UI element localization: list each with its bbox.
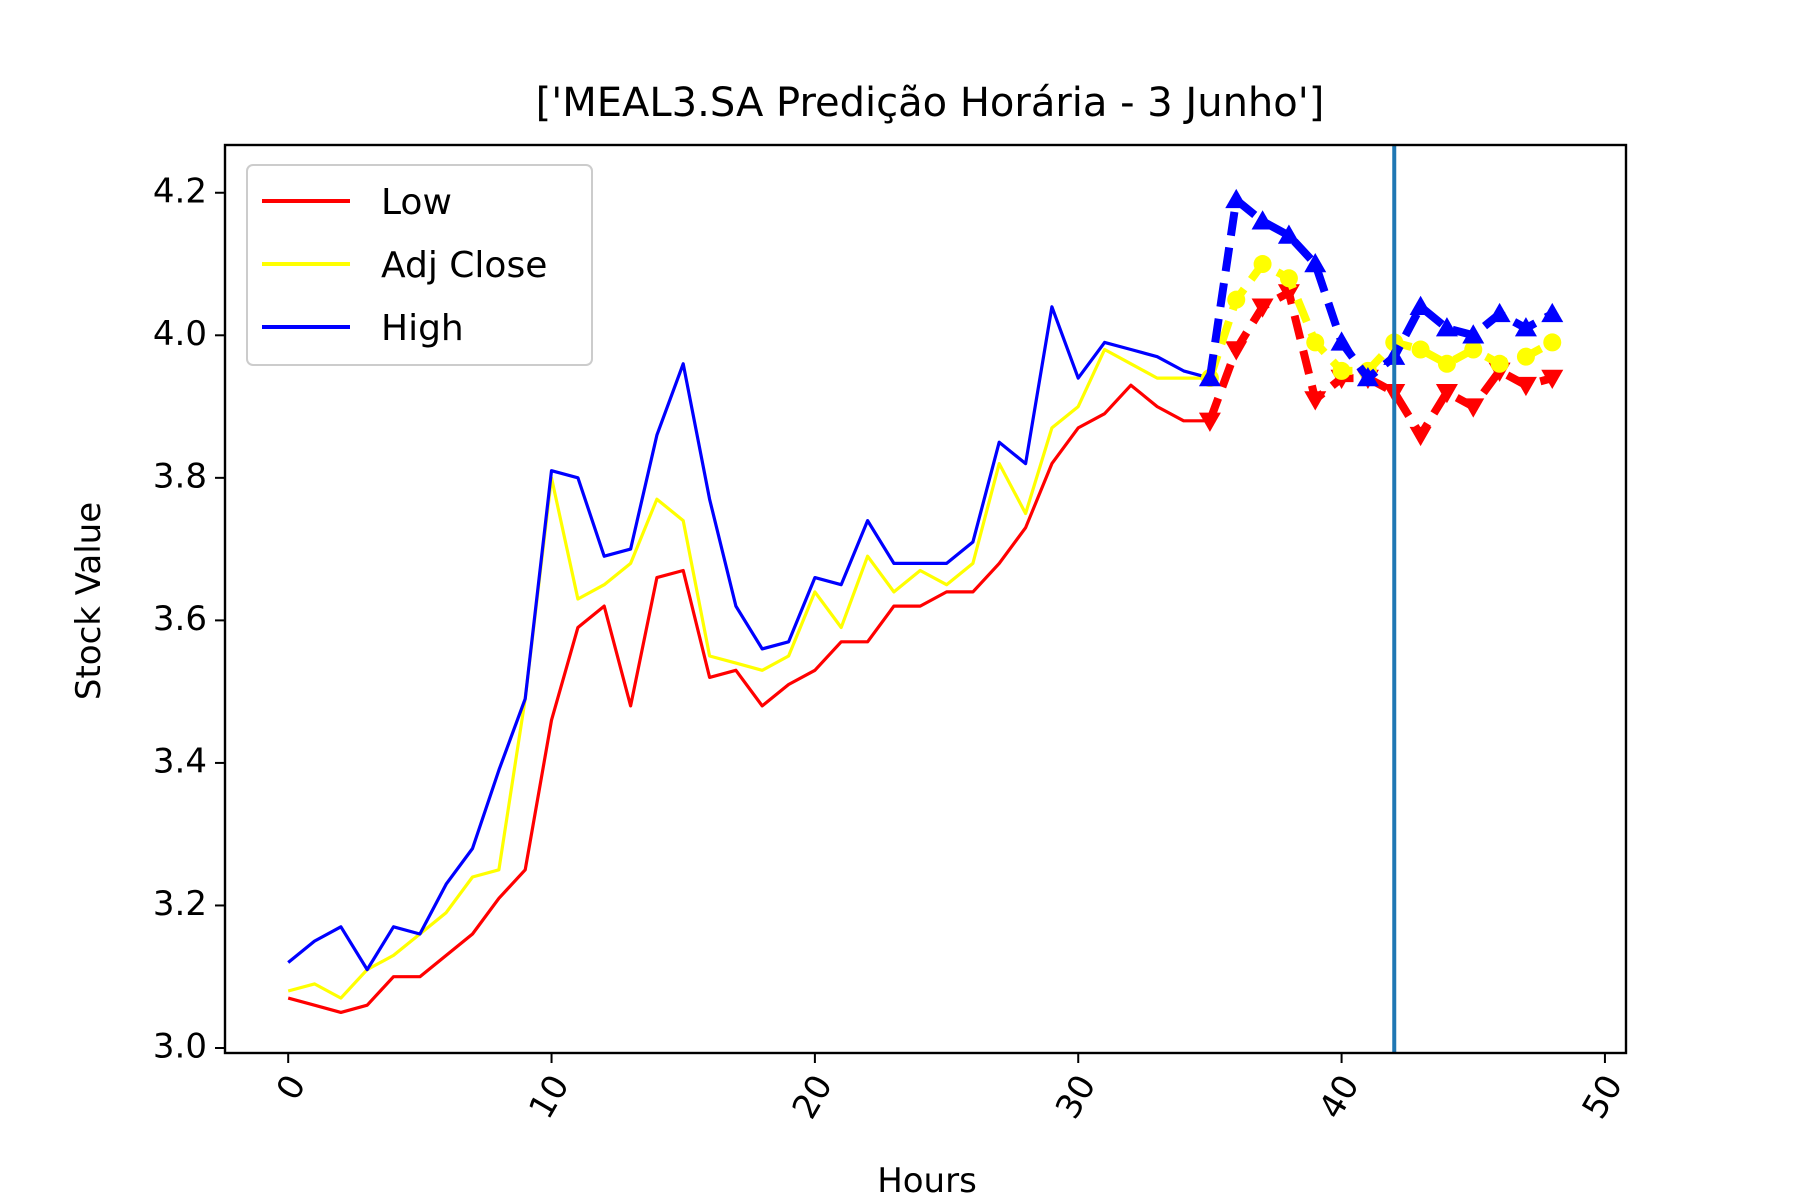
- predicted-point-high: [1541, 302, 1564, 323]
- predicted-point-adj-close: [1490, 354, 1509, 373]
- predicted-point-adj-close: [1306, 333, 1325, 352]
- predicted-point-high: [1304, 253, 1327, 273]
- y-tick-label: 4.0: [153, 314, 207, 354]
- y-tick-label: 3.2: [153, 884, 207, 924]
- y-axis-label: Stock Value: [69, 502, 109, 700]
- x-axis-label: Hours: [877, 1161, 977, 1200]
- predicted-point-low: [1462, 398, 1485, 418]
- y-tick-label: 3.8: [153, 456, 207, 496]
- predicted-point-high: [1488, 302, 1511, 323]
- legend-label-low: Low: [381, 182, 452, 223]
- predicted-point-low: [1409, 426, 1432, 447]
- predicted-point-high: [1409, 295, 1432, 316]
- predicted-point-adj-close: [1437, 354, 1456, 373]
- predicted-point-adj-close: [1411, 340, 1430, 359]
- plot-content: [287, 145, 1564, 1053]
- predicted-point-adj-close: [1543, 333, 1562, 352]
- predicted-point-low: [1198, 412, 1221, 432]
- predicted-point-high: [1225, 188, 1248, 209]
- predicted-point-adj-close: [1279, 269, 1298, 288]
- predicted-point-high: [1462, 324, 1485, 344]
- plot-frame: [223, 143, 1628, 1055]
- predicted-point-low: [1541, 369, 1564, 390]
- legend-box: [246, 164, 593, 366]
- predicted-point-adj-close: [1464, 340, 1483, 359]
- predicted-point-adj-close: [1253, 255, 1272, 274]
- predicted-point-low: [1277, 284, 1300, 304]
- predicted-point-low: [1251, 298, 1274, 318]
- predicted-point-adj-close: [1227, 290, 1246, 309]
- y-tick-label: 3.4: [153, 741, 207, 781]
- series-line-high: [287, 305, 1211, 972]
- predicted-point-high: [1435, 317, 1458, 337]
- predicted-point-high: [1251, 210, 1274, 230]
- predicted-point-low: [1435, 384, 1458, 404]
- predicted-point-adj-close: [1516, 347, 1535, 366]
- predicted-point-high: [1514, 317, 1537, 337]
- predicted-point-high: [1330, 331, 1353, 351]
- series-line-adj-close: [287, 347, 1210, 1000]
- chart-title: ['MEAL3.SA Predição Horária - 3 Junho']: [536, 80, 1325, 126]
- legend-label-high: High: [381, 308, 464, 349]
- legend: Low Adj Close High: [246, 164, 593, 366]
- legend-label-adj-close: Adj Close: [381, 245, 547, 286]
- y-tick-label: 4.2: [153, 171, 207, 211]
- predicted-point-low: [1304, 391, 1327, 411]
- series-line-low: [287, 383, 1210, 1015]
- predicted-point-low: [1514, 376, 1537, 397]
- predicted-point-low: [1225, 341, 1248, 361]
- predicted-point-adj-close: [1332, 361, 1351, 380]
- predicted-point-high: [1356, 367, 1379, 387]
- predicted-point-high: [1198, 367, 1221, 387]
- y-tick-label: 3.0: [153, 1027, 207, 1067]
- y-tick-label: 3.6: [153, 599, 207, 639]
- y-axis: 3.0 3.2 3.4 3.6 3.8 4.0 4.2: [153, 171, 225, 1067]
- predicted-point-high: [1277, 224, 1300, 244]
